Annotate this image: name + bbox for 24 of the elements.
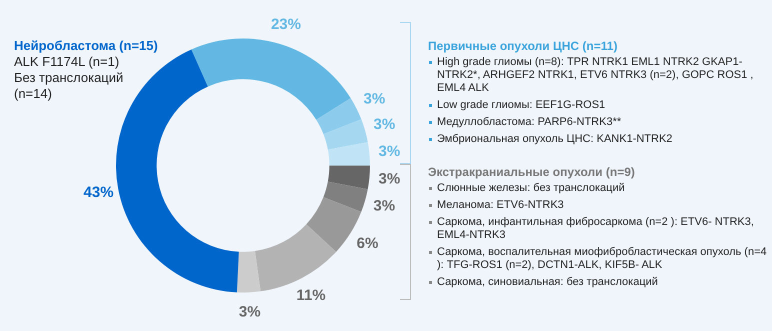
- data-label: 3%: [373, 197, 396, 214]
- data-label: 3%: [364, 90, 386, 108]
- text: Нейробластома (n=15): [14, 38, 159, 54]
- data-label: 3%: [238, 303, 261, 320]
- data-label: 3%: [378, 143, 400, 160]
- data-label: 3%: [373, 116, 396, 134]
- text: ALK F1174L (n=1): [14, 54, 120, 70]
- data-label: 3%: [378, 170, 400, 188]
- text: Меланома: ETV6-NTRK3: [428, 199, 768, 212]
- text: Саркома, инфантильная фибросаркома (n=2 ): ETV6- NTRK3, EML4-NTRK3: [428, 216, 768, 242]
- data-label: 43%: [84, 184, 114, 201]
- text: Эмбриональная опухоль ЦНС: KANK1-NTRK2: [428, 133, 768, 146]
- data-label: 6%: [356, 234, 378, 252]
- text: Без транслокаций (n=14): [14, 70, 124, 102]
- data-label: 11%: [296, 286, 326, 304]
- text: High grade глиомы (n=8): TPR NTRK1 EML1 NTRK2 GKAP1-NTRK2*, ARHGEF2 NTRK1, ETV6 NTRK3 (n=2), GOPC ROS1 , EML4 ALK: [428, 56, 768, 95]
- text: Слюнные железы: без транслокаций: [428, 182, 768, 195]
- text: Саркома, синовиальная: без транслокаций: [428, 276, 768, 289]
- text: Экстракраниальные опухоли (n=9): [428, 165, 636, 179]
- text: Low grade глиомы: EEF1G-ROS1: [428, 99, 768, 112]
- text: Медуллобластома: PARP6-NTRK3**: [428, 116, 768, 129]
- text: Первичные опухоли ЦНС (n=11): [428, 39, 618, 53]
- text: Саркома, воспалительная миофибробластическая опухоль (n=4 ): TFG-ROS1 (n=2), DCTN1-ALK, KIF5B- ALK: [428, 246, 768, 272]
- data-label: 23%: [270, 16, 301, 34]
